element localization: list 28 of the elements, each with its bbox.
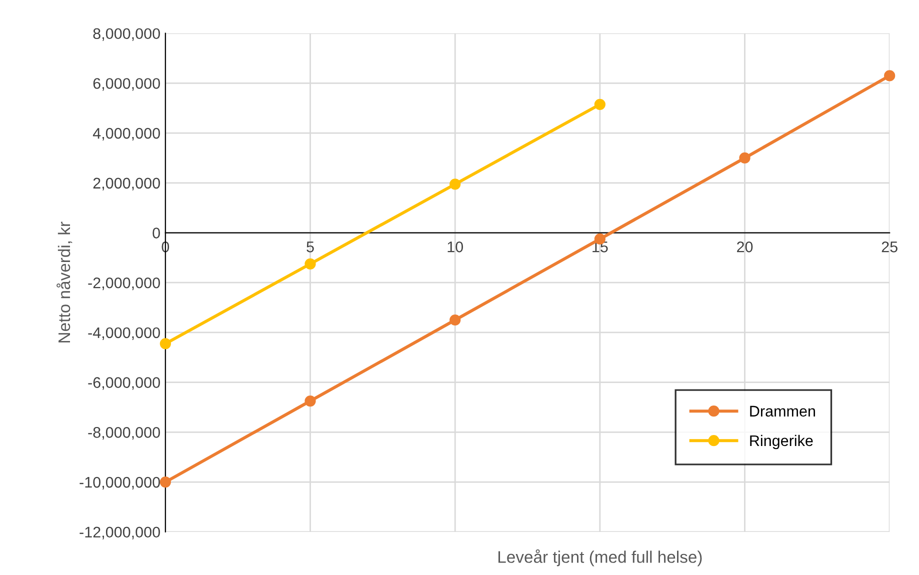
y-tick-label: -6,000,000 bbox=[88, 377, 160, 390]
point bbox=[160, 476, 171, 488]
legend-label: Drammen bbox=[750, 406, 815, 417]
point bbox=[450, 178, 461, 190]
point bbox=[884, 70, 896, 82]
y-tick-label: -8,000,000 bbox=[88, 427, 160, 440]
y-tick-label: -2,000,000 bbox=[88, 277, 160, 290]
point bbox=[304, 258, 316, 270]
x-axis-title: Leveår tjent (med full helse) bbox=[498, 549, 702, 566]
x-tick-label: 10 bbox=[448, 241, 463, 252]
y-tick-label: 8,000,000 bbox=[93, 28, 160, 41]
y-axis-title: Netto nåverdi, kr bbox=[56, 222, 72, 342]
y-tick-label: -12,000,000 bbox=[80, 526, 160, 540]
legend-label: Ringerike bbox=[750, 434, 813, 450]
y-tick-label: 6,000,000 bbox=[93, 78, 160, 91]
point bbox=[739, 152, 750, 164]
y-tick-label: -4,000,000 bbox=[88, 327, 160, 340]
x-tick-label: 5 bbox=[306, 242, 314, 252]
y-tick-label: 4,000,000 bbox=[92, 128, 160, 141]
point bbox=[304, 395, 316, 407]
x-tick-label: 20 bbox=[737, 241, 753, 252]
y-tick-label: 2,000,000 bbox=[93, 178, 160, 190]
point bbox=[450, 314, 461, 326]
x-tick-label: 25 bbox=[882, 241, 898, 252]
y-tick-label: -10,000,000 bbox=[80, 476, 160, 490]
y-tick-label: 0 bbox=[152, 228, 160, 238]
point bbox=[594, 98, 606, 110]
point bbox=[160, 338, 171, 350]
